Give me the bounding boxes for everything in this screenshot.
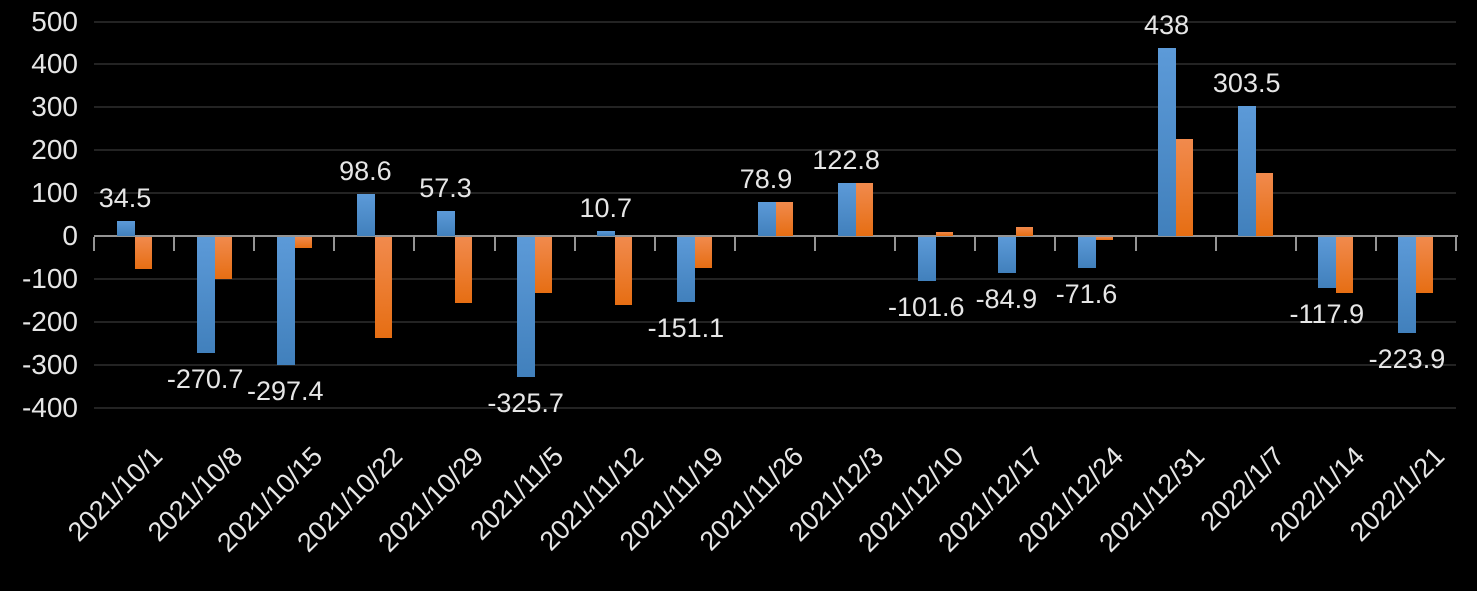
gridline — [94, 363, 1456, 366]
bar-blue-series — [356, 193, 375, 236]
data-label: 10.7 — [579, 193, 633, 224]
y-axis-tick-label: -300 — [21, 348, 78, 380]
y-axis-tick-label: 400 — [31, 48, 78, 80]
bar-orange-series — [1095, 237, 1113, 241]
data-label: -117.9 — [1289, 298, 1365, 329]
bar-blue-series — [757, 202, 776, 236]
data-label: -71.6 — [1055, 278, 1118, 309]
gridline — [94, 20, 1456, 23]
x-axis-tick — [1054, 237, 1057, 251]
bar-blue-series — [837, 183, 856, 236]
y-axis-tick-label: -100 — [21, 262, 78, 294]
bar-orange-series — [1336, 237, 1354, 293]
data-label: -325.7 — [487, 387, 564, 418]
gridline — [94, 406, 1456, 409]
bar-blue-series — [517, 237, 536, 377]
bar-orange-series — [695, 237, 713, 269]
y-axis-tick-label: 100 — [31, 177, 78, 209]
bar-orange-series — [615, 237, 633, 305]
y-axis-tick-label: -200 — [21, 305, 78, 337]
x-axis-tick — [93, 237, 95, 251]
y-axis-tick-label: 300 — [31, 91, 78, 123]
data-label: -223.9 — [1368, 344, 1446, 375]
bar-blue-series — [1238, 105, 1257, 236]
data-label: -297.4 — [247, 375, 324, 406]
bar-blue-series — [597, 231, 616, 236]
bar-orange-series — [294, 237, 312, 248]
x-axis-tick — [173, 237, 176, 251]
x-axis-tick — [1374, 237, 1377, 251]
x-axis-tick — [814, 237, 817, 251]
data-label: 122.8 — [812, 145, 880, 176]
x-axis-tick — [253, 237, 256, 251]
x-axis-tick — [974, 237, 977, 251]
data-label: -270.7 — [166, 364, 244, 395]
data-label: -84.9 — [975, 284, 1038, 315]
bar-orange-series — [775, 202, 793, 236]
data-label: 303.5 — [1212, 67, 1281, 98]
gridline — [94, 277, 1456, 280]
x-axis-line — [94, 235, 1458, 237]
x-axis-tick — [1214, 237, 1217, 251]
bar-blue-series — [116, 221, 135, 236]
bar-orange-series — [1416, 237, 1434, 294]
x-axis-tick — [1455, 237, 1457, 251]
bar-blue-series — [1158, 48, 1177, 236]
bar-orange-series — [855, 183, 873, 236]
x-axis-tick — [573, 237, 576, 251]
bar-orange-series — [455, 237, 473, 304]
bar-blue-series — [437, 211, 456, 236]
x-axis-category-label: 2021/10/1 — [62, 441, 169, 548]
gridline — [94, 63, 1456, 66]
y-axis-tick-label: -400 — [21, 391, 78, 423]
data-label: -101.6 — [887, 291, 965, 322]
x-axis-tick — [894, 237, 897, 251]
bar-blue-series — [1398, 237, 1417, 334]
data-label: -151.1 — [647, 312, 725, 343]
bar-orange-series — [1176, 139, 1194, 236]
gridline — [94, 320, 1456, 323]
x-axis-tick — [1134, 237, 1137, 251]
bar-orange-series — [935, 231, 953, 236]
bar-blue-series — [196, 237, 215, 354]
y-axis-tick-label: 500 — [31, 5, 78, 37]
data-label: 98.6 — [339, 155, 392, 186]
bar-blue-series — [1318, 237, 1337, 288]
x-axis-tick — [333, 237, 336, 251]
x-axis-tick — [1294, 237, 1297, 251]
bar-orange-series — [374, 237, 392, 339]
bar-blue-series — [917, 237, 936, 281]
bar-orange-series — [134, 237, 152, 270]
y-axis-tick-label: 200 — [31, 134, 78, 166]
x-axis-tick — [413, 237, 416, 251]
bar-blue-series — [1077, 237, 1096, 268]
bar-blue-series — [677, 237, 696, 302]
bar-blue-series — [276, 237, 295, 365]
x-axis-tick — [653, 237, 656, 251]
bar-orange-series — [1015, 227, 1033, 236]
bar-orange-series — [214, 237, 232, 280]
x-axis-tick — [733, 237, 736, 251]
y-axis-tick-label: 0 — [62, 220, 78, 251]
data-label: 57.3 — [419, 173, 472, 204]
data-label: 78.9 — [739, 164, 793, 195]
bar-orange-series — [535, 237, 553, 293]
bar-blue-series — [997, 237, 1016, 274]
data-label: 438 — [1144, 10, 1190, 41]
x-axis-tick — [493, 237, 496, 251]
bar-orange-series — [1256, 173, 1274, 236]
